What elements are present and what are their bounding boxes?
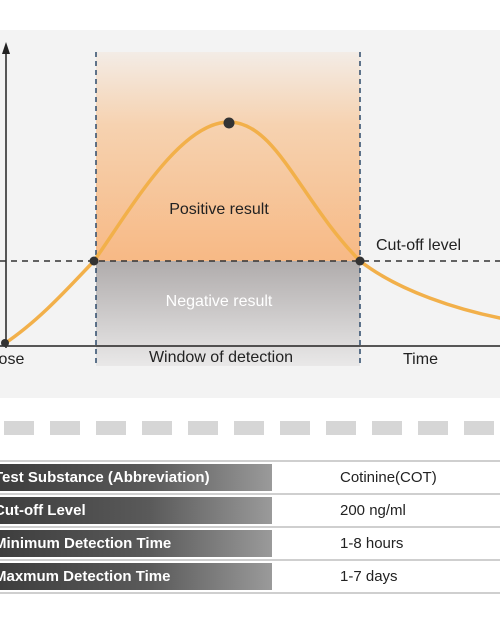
spec-label-cell: Maxmum Detection Time	[0, 560, 272, 594]
separator-dash	[188, 421, 218, 435]
cutoff-fall-point	[355, 256, 365, 266]
separator-dash	[464, 421, 494, 435]
separator-dash	[142, 421, 172, 435]
table-row: Maxmum Detection Time 1-7 days	[0, 560, 500, 594]
spec-value: 1-7 days	[272, 560, 500, 594]
table-row: Test Substance (Abbreviation) Cotinine(C…	[0, 460, 500, 495]
diagram-svg: Positive result Negative result Cut-off …	[0, 42, 500, 368]
window-of-detection-label: Window of detection	[149, 349, 293, 366]
positive-result-label: Positive result	[169, 201, 269, 218]
spec-label: Test Substance (Abbreviation)	[0, 469, 210, 486]
spec-label: Maxmum Detection Time	[0, 568, 171, 585]
spec-value: 200 ng/ml	[272, 494, 500, 528]
separator-dash	[326, 421, 356, 435]
spec-label: Minimum Detection Time	[0, 535, 172, 552]
table-row: Cut-off Level 200 ng/ml	[0, 494, 500, 528]
detection-window-diagram: Positive result Negative result Cut-off …	[0, 30, 500, 398]
spec-value: 1-8 hours	[272, 527, 500, 561]
cutoff-rise-point	[89, 256, 99, 266]
separator-dash	[418, 421, 448, 435]
separator-dash	[372, 421, 402, 435]
spec-label: Cut-off Level	[0, 502, 86, 519]
spec-value: Cotinine(COT)	[272, 460, 500, 495]
dashed-separator	[0, 421, 500, 435]
peak-point	[223, 117, 235, 129]
separator-dash	[50, 421, 80, 435]
spec-label-cell: Cut-off Level	[0, 494, 272, 528]
negative-zone	[96, 261, 360, 366]
spec-label-cell: Test Substance (Abbreviation)	[0, 460, 272, 495]
y-axis-arrow-icon	[2, 42, 10, 54]
negative-result-label: Negative result	[166, 293, 273, 310]
separator-dash	[280, 421, 310, 435]
cutoff-level-label: Cut-off level	[376, 237, 461, 254]
separator-dash	[4, 421, 34, 435]
start-point	[1, 339, 9, 347]
specs-table: Test Substance (Abbreviation) Cotinine(C…	[0, 460, 500, 594]
separator-dash	[234, 421, 264, 435]
table-row: Minimum Detection Time 1-8 hours	[0, 527, 500, 561]
separator-dash	[96, 421, 126, 435]
spec-label-cell: Minimum Detection Time	[0, 527, 272, 561]
positive-zone	[96, 52, 360, 261]
time-axis-label: Time	[403, 351, 438, 368]
dose-axis-label: Dose	[0, 351, 24, 368]
